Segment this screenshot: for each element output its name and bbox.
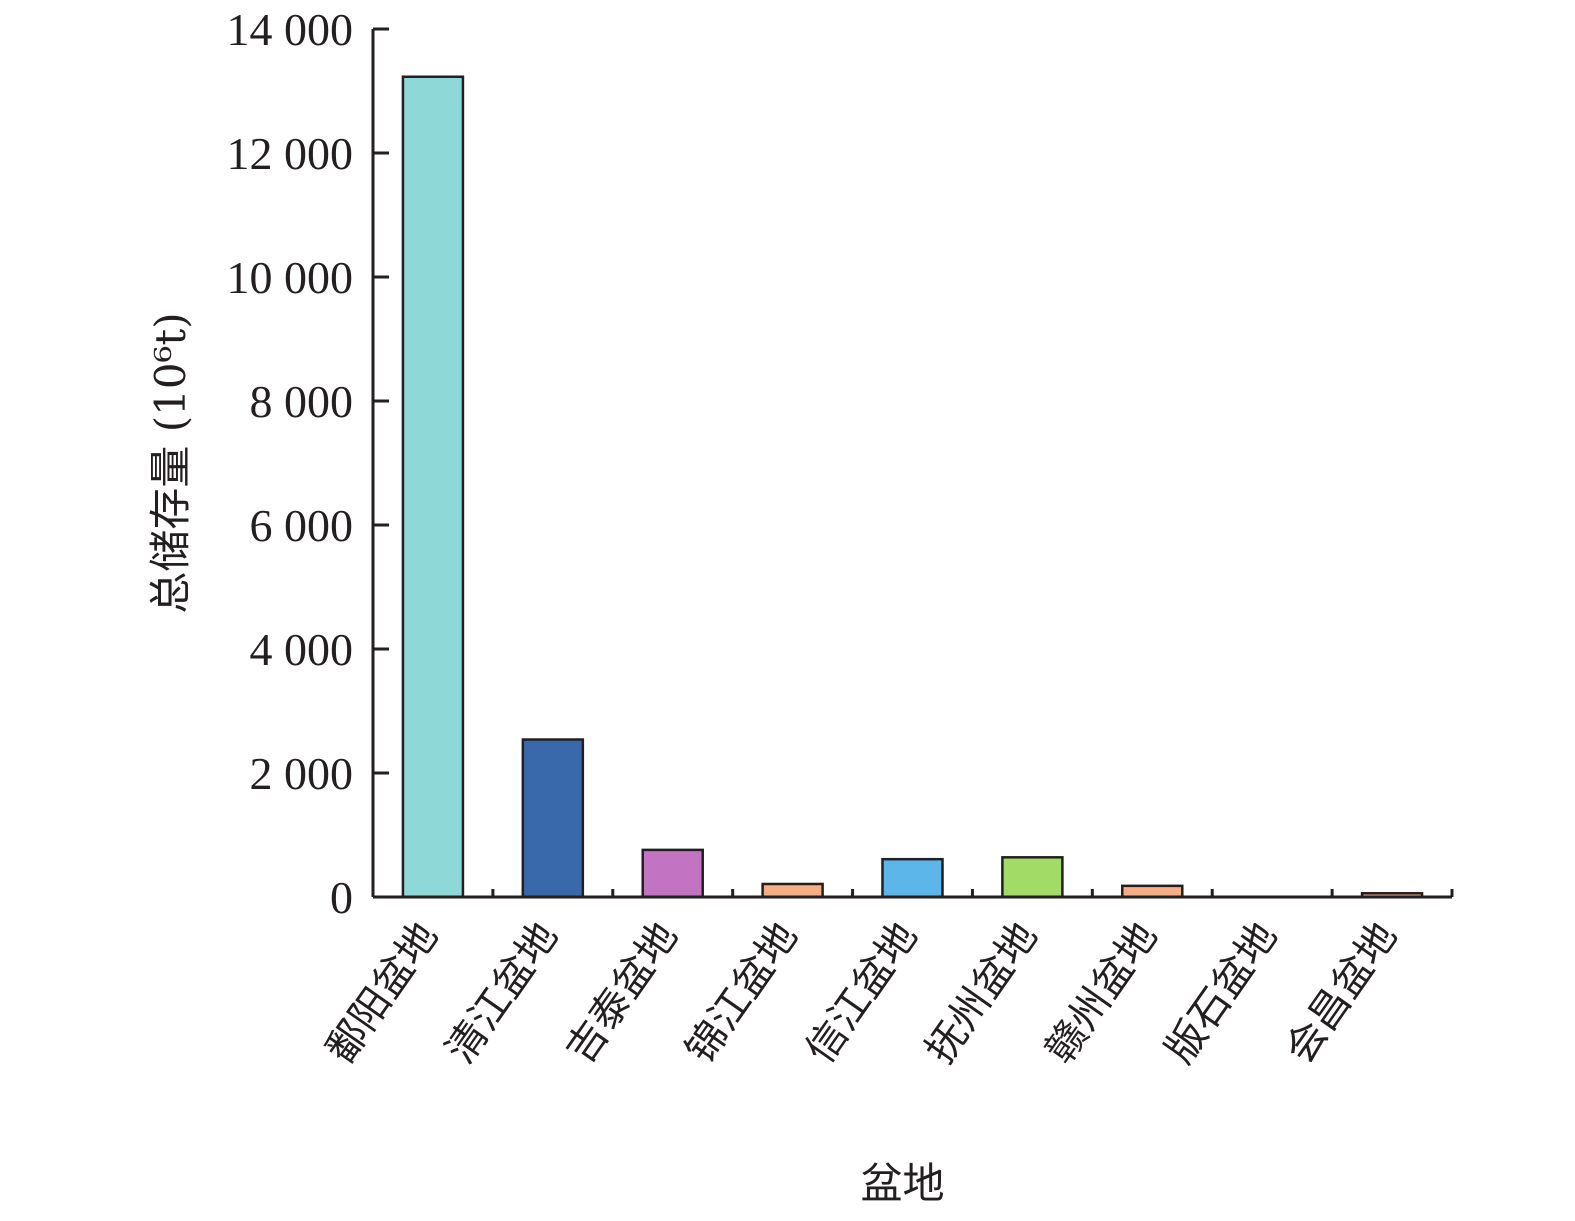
x-category-label: 版石盆地 bbox=[1157, 914, 1286, 1071]
x-category-label: 抚州盆地 bbox=[917, 914, 1046, 1071]
x-category-label: 信江盆地 bbox=[797, 914, 926, 1071]
x-category-label: 清江盆地 bbox=[438, 914, 567, 1071]
bar bbox=[1001, 856, 1064, 899]
bar bbox=[1121, 884, 1184, 899]
y-tick-label: 2 000 bbox=[250, 748, 354, 799]
bar bbox=[401, 75, 465, 899]
y-tick-label: 10 000 bbox=[227, 252, 354, 303]
y-axis-title: 总储存量 (10⁶t) bbox=[146, 312, 195, 613]
bar bbox=[641, 848, 704, 899]
x-category-label: 锦江盆地 bbox=[677, 914, 806, 1071]
y-tick-label: 0 bbox=[330, 872, 353, 923]
y-tick-label: 4 000 bbox=[250, 624, 354, 675]
x-category-label: 会昌盆地 bbox=[1277, 914, 1406, 1071]
y-tick-label: 6 000 bbox=[250, 500, 354, 551]
bar bbox=[521, 738, 585, 899]
x-category-label: 吉泰盆地 bbox=[557, 914, 686, 1071]
bars bbox=[401, 75, 1424, 899]
y-axis-ticks: 0 2 000 4 000 6 000 8 000 10 000 12 000 14 000 bbox=[227, 4, 389, 923]
x-category-label: 鄱阳盆地 bbox=[318, 914, 447, 1071]
bar bbox=[761, 882, 824, 899]
y-tick-label: 8 000 bbox=[250, 376, 354, 427]
x-category-label: 赣州盆地 bbox=[1037, 914, 1166, 1071]
x-axis-title: 盆地 bbox=[860, 1159, 944, 1208]
bar bbox=[881, 857, 944, 899]
y-tick-label: 14 000 bbox=[227, 4, 354, 55]
y-tick-label: 12 000 bbox=[227, 128, 354, 179]
